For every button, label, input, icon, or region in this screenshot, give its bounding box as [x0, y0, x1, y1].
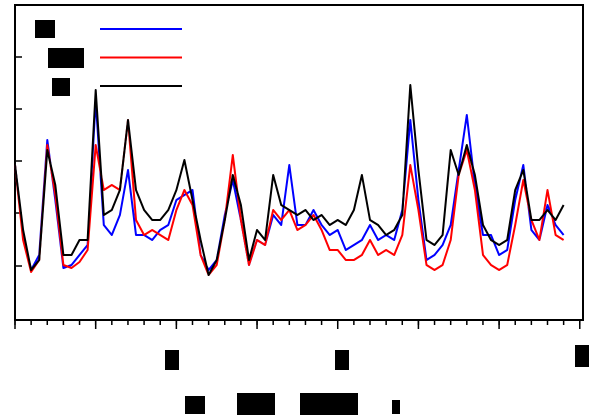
axis-label-blob	[392, 400, 400, 414]
legend-label-blob	[35, 20, 55, 38]
label-blobs	[35, 20, 589, 415]
tick-label-blob	[335, 350, 349, 370]
axis-label-blob	[185, 396, 205, 414]
legend-label-blob	[48, 48, 84, 68]
legend-label-blob	[52, 78, 70, 96]
plot-frame	[14, 4, 584, 321]
axis-label-blob	[237, 393, 275, 415]
series-line	[14, 119, 565, 276]
tick-label-blob	[575, 345, 589, 367]
series-line	[14, 84, 565, 276]
tick-label-blob	[165, 350, 179, 370]
axis-label-blob	[300, 393, 358, 415]
